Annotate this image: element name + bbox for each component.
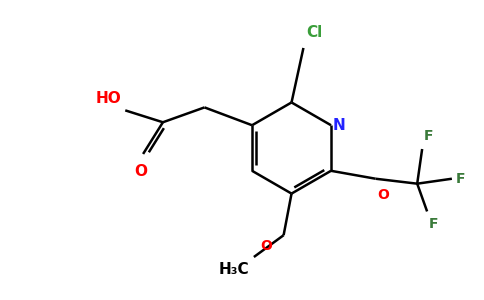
Text: N: N	[333, 118, 346, 133]
Text: HO: HO	[95, 92, 121, 106]
Text: F: F	[429, 218, 439, 231]
Text: Cl: Cl	[306, 25, 323, 40]
Text: H₃C: H₃C	[218, 262, 249, 277]
Text: F: F	[456, 172, 465, 186]
Text: O: O	[135, 164, 148, 179]
Text: O: O	[378, 188, 390, 202]
Text: O: O	[260, 239, 272, 253]
Text: F: F	[424, 129, 434, 143]
